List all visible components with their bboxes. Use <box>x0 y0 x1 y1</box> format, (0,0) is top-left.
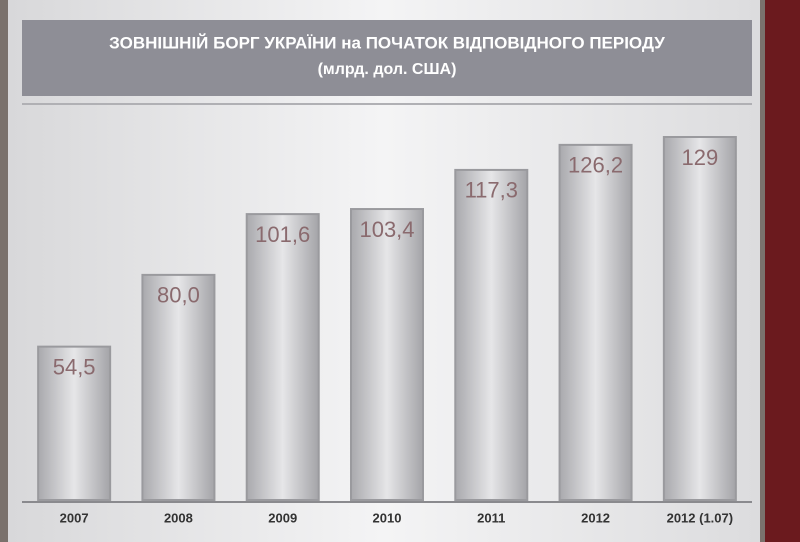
x-tick-label: 2012 (1.07) <box>667 510 734 525</box>
value-label: 129 <box>681 145 718 170</box>
value-label: 117,3 <box>465 178 518 203</box>
bar <box>37 345 112 501</box>
x-tick-label: 2008 <box>164 510 193 525</box>
value-label: 101,6 <box>255 222 310 247</box>
chart-subtitle: (млрд. дол. США) <box>318 61 457 78</box>
bar <box>662 136 737 501</box>
bar <box>245 213 320 501</box>
poster <box>765 0 800 542</box>
chart-title: ЗОВНІШНІЙ БОРГ УКРАЇНИ на ПОЧАТОК ВІДПОВ… <box>109 33 665 52</box>
value-label: 126,2 <box>568 153 623 178</box>
x-tick-label: 2010 <box>373 510 402 525</box>
value-label: 54,5 <box>53 354 96 379</box>
x-tick-label: 2011 <box>477 510 505 525</box>
bar <box>350 208 424 502</box>
bar <box>558 143 633 502</box>
value-label: 80,0 <box>157 283 200 308</box>
bar <box>454 168 529 501</box>
bar <box>141 273 216 501</box>
x-tick-label: 2007 <box>60 510 89 525</box>
x-tick-label: 2012 <box>581 510 610 525</box>
x-tick-label: 2009 <box>268 510 297 525</box>
title-band <box>22 20 752 96</box>
value-label: 103,4 <box>359 217 414 242</box>
